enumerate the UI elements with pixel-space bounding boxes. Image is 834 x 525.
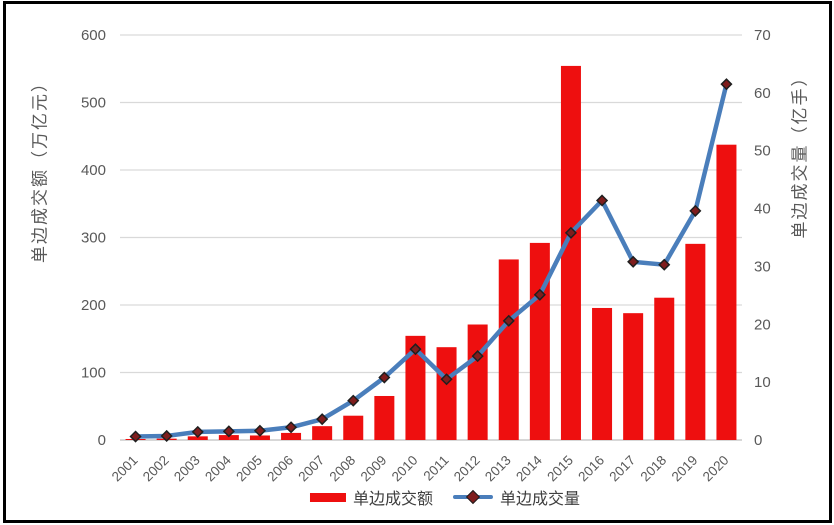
x-label-2002: 2002: [140, 453, 172, 485]
x-label-2011: 2011: [421, 453, 452, 484]
bar-2006: [281, 432, 302, 440]
legend-item-volume: 单边成交量: [453, 485, 580, 509]
marker-2019: [689, 204, 702, 217]
marker-2014: [533, 288, 546, 301]
marker-2012: [471, 350, 484, 363]
right-tick-50: 50: [754, 143, 771, 160]
x-label-2017: 2017: [606, 453, 638, 485]
x-label-2006: 2006: [264, 453, 296, 485]
bar-2004: [218, 435, 239, 440]
bar-2009: [374, 395, 395, 440]
left-tick-500: 500: [81, 95, 106, 112]
x-label-2009: 2009: [358, 453, 390, 485]
bar-2015: [560, 65, 581, 440]
x-label-2004: 2004: [202, 452, 234, 484]
x-label-2008: 2008: [327, 453, 359, 485]
left-tick-200: 200: [81, 297, 106, 314]
bar-2020: [716, 144, 737, 440]
bar-2014: [529, 242, 550, 440]
marker-2020: [720, 78, 733, 91]
legend-line-label: 单边成交量: [500, 491, 581, 508]
x-label-2013: 2013: [482, 453, 514, 485]
bar-2017: [623, 313, 644, 440]
x-label-2015: 2015: [544, 453, 576, 485]
marker-2001: [129, 430, 142, 443]
marker-2003: [191, 425, 204, 438]
bar-2012: [467, 324, 488, 440]
x-label-2020: 2020: [700, 453, 732, 485]
right-tick-70: 70: [754, 27, 771, 44]
left-tick-600: 600: [81, 27, 106, 44]
right-tick-30: 30: [754, 258, 771, 275]
marker-2009: [378, 371, 391, 384]
left-tick-400: 400: [81, 162, 106, 179]
marker-2010: [409, 343, 422, 356]
marker-2011: [440, 373, 453, 386]
legend: 单边成交额 单边成交量: [309, 485, 580, 509]
x-label-2019: 2019: [669, 453, 701, 485]
left-tick-100: 100: [81, 365, 106, 382]
legend-bar-label: 单边成交额: [352, 491, 433, 508]
legend-line-swatch-icon: [453, 489, 493, 505]
right-tick-20: 20: [754, 316, 771, 333]
bar-2010: [405, 335, 426, 440]
marker-2017: [627, 255, 640, 268]
right-tick-40: 40: [754, 201, 771, 218]
x-label-2005: 2005: [233, 453, 265, 485]
x-label-2007: 2007: [295, 453, 327, 485]
bar-2011: [436, 347, 457, 440]
diamond-marker-icon: [465, 489, 481, 505]
left-axis-title: 单边成交额（万亿元）: [30, 73, 50, 263]
x-label-2012: 2012: [451, 453, 483, 485]
marker-2016: [595, 194, 609, 207]
marker-2013: [502, 314, 515, 327]
marker-2007: [316, 413, 329, 426]
bar-2019: [685, 243, 706, 440]
bar-2013: [498, 259, 519, 440]
right-tick-10: 10: [754, 374, 771, 391]
bar-2016: [592, 307, 613, 440]
right-tick-60: 60: [754, 85, 771, 102]
marker-2006: [284, 421, 298, 434]
x-label-2003: 2003: [171, 453, 203, 485]
bar-2007: [312, 426, 333, 440]
right-tick-0: 0: [754, 432, 762, 449]
x-label-2016: 2016: [575, 453, 607, 485]
left-tick-0: 0: [98, 432, 106, 449]
bar-2008: [343, 415, 364, 440]
x-label-2018: 2018: [638, 453, 670, 485]
legend-item-turnover: 单边成交额: [309, 485, 433, 509]
legend-bar-swatch-icon: [309, 492, 346, 502]
bar-2003: [187, 436, 208, 440]
right-axis-title: 单边成交量（亿手）: [790, 67, 810, 239]
marker-2008: [347, 394, 360, 407]
marker-2002: [160, 429, 173, 443]
left-tick-300: 300: [81, 230, 106, 247]
bar-2005: [249, 435, 270, 440]
marker-2018: [658, 258, 671, 271]
marker-2004: [222, 425, 235, 438]
marker-2015: [564, 226, 578, 239]
x-label-2001: 2001: [109, 453, 141, 485]
x-label-2014: 2014: [513, 452, 545, 484]
x-label-2010: 2010: [389, 453, 421, 485]
marker-2005: [253, 424, 267, 437]
bar-2018: [654, 297, 675, 440]
